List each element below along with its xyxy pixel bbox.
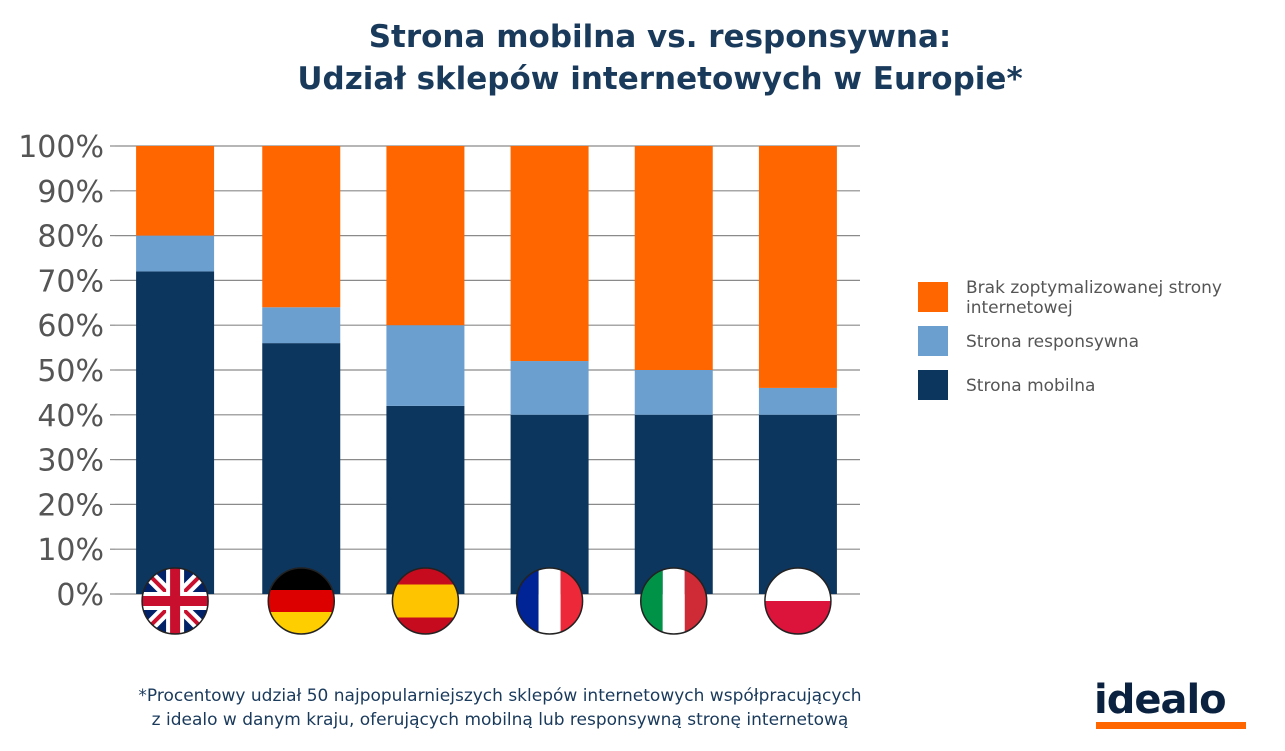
bar-italy-series-1: [634, 370, 713, 415]
italy-flag-icon: [640, 567, 708, 635]
bar-spain-series-0: [386, 405, 465, 594]
y-tick-label: 10%: [37, 533, 104, 568]
legend-label-none: Brak zoptymalizowanej strony internetowe…: [966, 278, 1222, 318]
bar-italy-series-0: [634, 414, 713, 594]
spain-flag-icon: [391, 567, 460, 635]
footnote-line2: z idealo w danym kraju, oferujących mobi…: [151, 710, 849, 730]
chart-title: Strona mobilna vs. responsywna: Udział s…: [0, 16, 1285, 100]
bar-germany-series-0: [262, 343, 341, 594]
logo-text: idealo: [1094, 677, 1227, 723]
y-tick-label: 20%: [37, 488, 104, 523]
bar-poland-series-2: [758, 146, 837, 388]
legend-swatch-mobile: [918, 370, 948, 400]
y-tick-label: 50%: [37, 354, 104, 389]
legend-item-responsive: Strona responsywna: [918, 322, 1278, 366]
bar-poland-series-0: [758, 414, 837, 594]
bar-spain-series-2: [386, 146, 465, 326]
bar-uk-series-1: [136, 235, 215, 272]
poland-flag-icon: [764, 567, 832, 635]
bar-france-series-0: [510, 414, 589, 594]
germany-flag-icon: [267, 567, 335, 635]
bar-germany-series-1: [262, 307, 341, 344]
bar-france-series-1: [510, 361, 589, 415]
legend-item-none: Brak zoptymalizowanej strony internetowe…: [918, 278, 1278, 322]
bar-poland-series-1: [758, 387, 837, 415]
legend-swatch-none: [918, 282, 948, 312]
footnote: *Procentowy udział 50 najpopularniejszyc…: [40, 684, 960, 732]
y-tick-label: 80%: [37, 220, 104, 255]
y-tick-label: 30%: [37, 444, 104, 479]
idealo-logo: idealo: [1094, 678, 1250, 734]
legend-swatch-responsive: [918, 326, 948, 356]
bar-italy-series-2: [634, 146, 713, 370]
y-tick-label: 60%: [37, 309, 104, 344]
y-tick-label: 90%: [37, 175, 104, 210]
chart-title-line1: Strona mobilna vs. responsywna:: [368, 19, 952, 55]
legend: Brak zoptymalizowanej strony internetowe…: [918, 278, 1278, 410]
bar-germany-series-2: [262, 146, 341, 308]
bar-spain-series-1: [386, 325, 465, 406]
y-tick-label: 70%: [37, 264, 104, 299]
uk-flag-icon: [141, 567, 209, 635]
legend-label-responsive: Strona responsywna: [966, 332, 1139, 352]
y-tick-label: 100%: [18, 130, 104, 165]
bar-france-series-2: [510, 146, 589, 362]
y-tick-label: 40%: [37, 399, 104, 434]
legend-item-mobile: Strona mobilna: [918, 366, 1278, 410]
legend-label-mobile: Strona mobilna: [966, 376, 1096, 396]
y-tick-label: 0%: [56, 578, 104, 613]
logo-underline: [1096, 722, 1246, 729]
bar-uk-series-2: [136, 146, 215, 236]
chart-title-line2: Udział sklepów internetowych w Europie*: [297, 61, 1023, 97]
footnote-line1: *Procentowy udział 50 najpopularniejszyc…: [138, 686, 862, 706]
bar-uk-series-0: [136, 271, 215, 594]
france-flag-icon: [515, 567, 584, 635]
